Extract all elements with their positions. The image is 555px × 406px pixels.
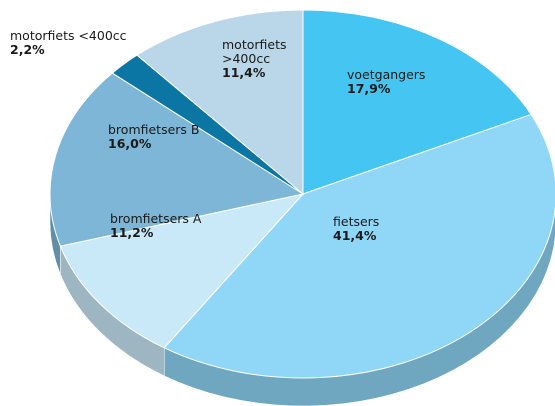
slice-label: bromfietsers B 16,0% (108, 123, 238, 151)
slice-label: voetgangers 17,9% (347, 68, 477, 96)
category-label: bromfietsers B (108, 122, 200, 137)
category-label: motorfiets >400cc (222, 37, 287, 66)
slice-label: bromfietsers A 11,2% (110, 212, 240, 240)
value-label: 16,0% (108, 136, 152, 151)
slice (49, 72, 305, 247)
slice-label: fietsers 41,4% (333, 215, 463, 243)
category-label: voetgangers (347, 67, 426, 82)
category-label: bromfietsers A (110, 211, 202, 226)
slice (163, 113, 555, 379)
slice-label: motorfiets >400cc 11,4% (222, 38, 292, 80)
slice (59, 193, 305, 349)
value-label: 11,2% (110, 225, 154, 240)
slice-label: motorfiets <400cc 2,2% (10, 29, 150, 57)
category-label: motorfiets <400cc (10, 28, 127, 43)
slice (302, 9, 532, 195)
value-label: 17,9% (347, 81, 391, 96)
slice (136, 9, 304, 196)
category-label: fietsers (333, 214, 380, 229)
value-label: 11,4% (222, 65, 266, 80)
value-label: 2,2% (10, 42, 45, 57)
value-label: 41,4% (333, 228, 377, 243)
